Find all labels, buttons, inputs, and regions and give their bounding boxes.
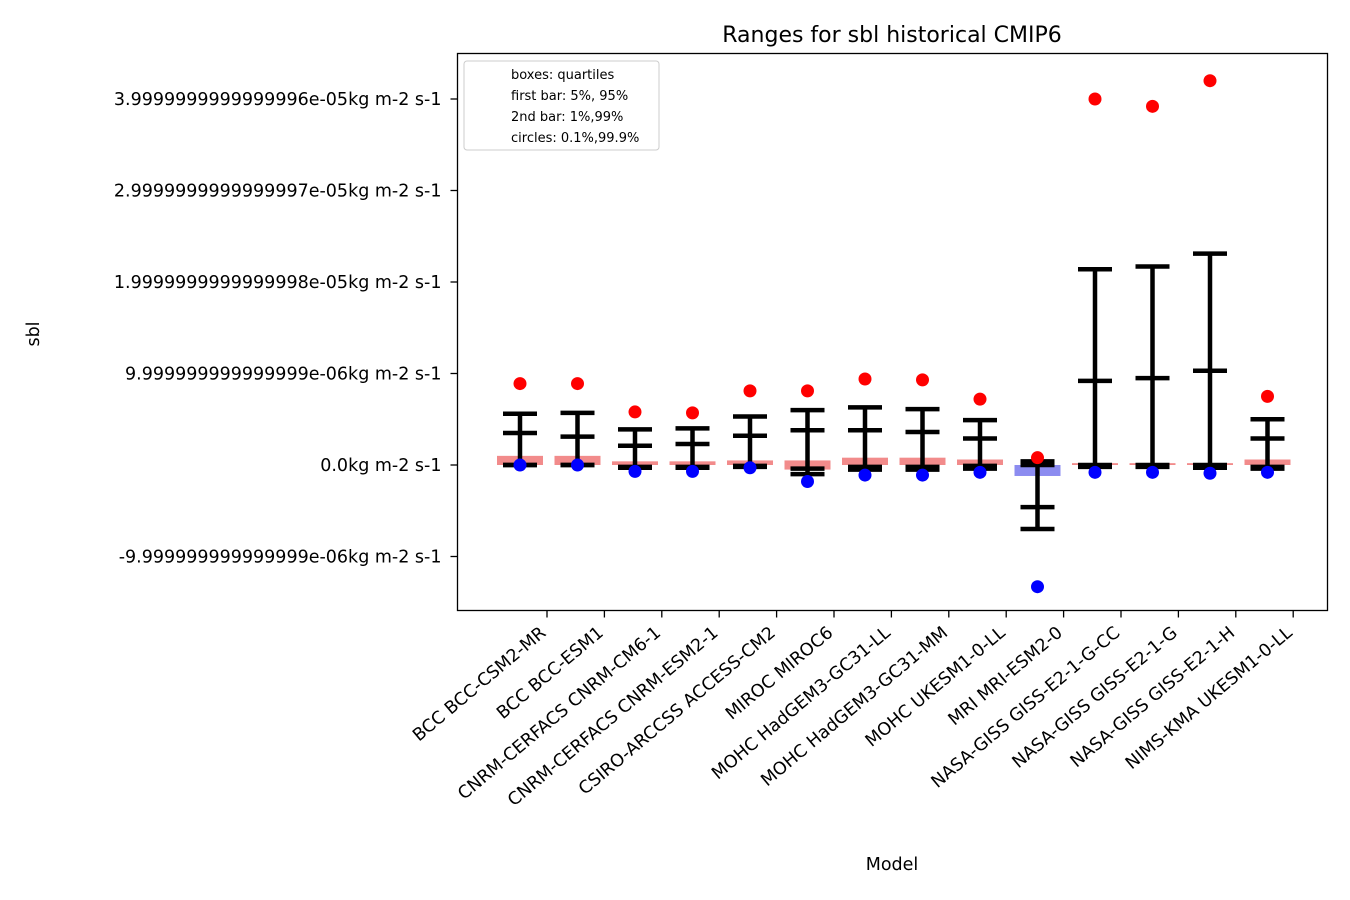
circle-01 [628,464,642,478]
y-tick-label: 2.9999999999999997e-05kg m-2 s-1 [114,182,442,202]
model-group [1187,74,1233,480]
circle-01 [973,465,987,479]
circle-999 [743,384,757,398]
legend: boxes: quartiles first bar: 5%, 95% 2nd ba… [463,60,660,151]
y-tick-label: 0.0kg m-2 s-1 [320,456,441,476]
circle-999 [1146,99,1159,113]
plot-frame [456,52,1329,612]
model-group [554,377,601,472]
chart-title: Ranges for sbl historical CMIP6 [722,23,1062,48]
circle-01 [571,458,584,472]
circle-01 [801,474,814,488]
circle-999 [1088,92,1102,106]
y-tick-label: -9.999999999999999e-06kg m-2 s-1 [119,548,442,568]
circle-01 [1146,465,1159,479]
circle-01 [858,468,872,482]
model-group [497,377,543,472]
model-group [1129,99,1176,479]
circle-01 [1088,465,1102,479]
circle-01 [743,461,757,475]
legend-entry: first bar: 5%, 95% [511,89,628,104]
y-tick-label: 3.9999999999999996e-05kg m-2 s-1 [114,90,442,110]
legend-entry: circles: 0.1%,99.9% [511,131,639,146]
model-group [669,406,716,478]
circle-999 [801,384,814,398]
circle-01 [1261,465,1274,479]
legend-frame [463,60,660,151]
model-group [784,384,831,488]
circle-01 [916,468,929,482]
y-axis: -9.999999999999999e-06kg m-2 s-1 0.0kg m-… [114,90,458,568]
circle-01 [513,458,527,472]
circle-999 [628,405,642,419]
circle-01 [1031,580,1044,594]
circle-999 [973,392,987,406]
circle-999 [1031,451,1044,465]
circle-999 [571,377,584,391]
circle-999 [916,373,929,387]
model-group [899,373,946,482]
model-group [957,392,1003,479]
circle-999 [513,377,527,391]
model-group [1072,92,1118,479]
y-tick-label: 9.999999999999999e-06kg m-2 s-1 [125,365,442,385]
legend-entry: boxes: quartiles [511,68,615,83]
plot-marks [497,74,1291,594]
x-axis-label: Model [866,855,919,875]
legend-entry: 2nd bar: 1%,99% [511,110,623,125]
model-group [612,405,658,478]
model-group [1014,451,1061,594]
model-group [842,372,888,482]
circle-999 [858,372,872,386]
model-group [1244,389,1291,479]
circle-999 [1203,74,1217,88]
circle-01 [1203,466,1217,480]
model-group [727,384,773,475]
circle-999 [686,406,699,420]
circle-01 [686,464,699,478]
y-tick-label: 1.9999999999999998e-05kg m-2 s-1 [114,273,442,293]
circle-999 [1261,389,1274,403]
y-axis-label: sbl [24,321,44,346]
